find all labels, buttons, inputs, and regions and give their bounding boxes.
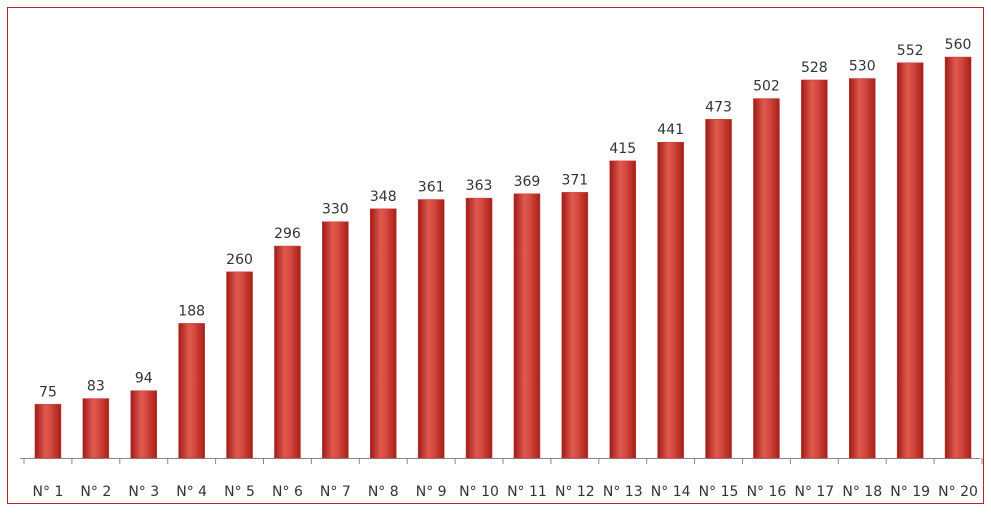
data-label: 260 <box>226 252 253 268</box>
bar <box>274 245 301 459</box>
bar <box>226 271 253 459</box>
bar <box>753 98 780 459</box>
x-tick-label: N° 13 <box>603 484 643 500</box>
bar <box>657 141 684 459</box>
x-tick-label: N° 16 <box>747 484 787 500</box>
x-tick-label: N° 20 <box>938 484 978 500</box>
data-label: 369 <box>514 174 541 190</box>
data-label: 371 <box>561 172 588 188</box>
x-tick-label: N° 14 <box>651 484 691 500</box>
bar <box>609 160 636 459</box>
bar <box>705 119 732 459</box>
chart-border <box>7 7 984 504</box>
bar <box>82 398 110 459</box>
x-tick-label: N° 8 <box>368 484 399 500</box>
x-tick-label: N° 7 <box>320 484 351 500</box>
bar <box>801 79 828 459</box>
data-label: 296 <box>274 226 301 242</box>
x-tick-label: N° 11 <box>507 484 547 500</box>
bar <box>849 78 876 459</box>
data-label: 415 <box>609 141 636 157</box>
data-label: 560 <box>945 37 972 53</box>
x-tick-label: N° 1 <box>33 484 64 500</box>
data-label: 363 <box>466 178 493 194</box>
data-label: 94 <box>135 371 153 387</box>
data-label: 75 <box>39 384 57 400</box>
data-label: 502 <box>753 79 780 95</box>
bar <box>34 404 62 459</box>
data-label: 441 <box>657 122 684 138</box>
x-tick-label: N° 5 <box>224 484 255 500</box>
x-tick-label: N° 19 <box>890 484 930 500</box>
bar <box>561 192 589 459</box>
data-label: 528 <box>801 60 828 76</box>
x-tick-label: N° 17 <box>794 484 834 500</box>
bar <box>130 390 157 459</box>
bar <box>896 62 924 459</box>
bar <box>417 199 445 459</box>
data-label: 361 <box>418 180 445 196</box>
data-label: 552 <box>897 43 924 59</box>
bar <box>322 221 349 459</box>
data-label: 530 <box>849 59 876 75</box>
bar <box>465 197 493 459</box>
x-tick-label: N° 2 <box>80 484 111 500</box>
x-tick-label: N° 6 <box>272 484 303 500</box>
x-tick-label: N° 18 <box>842 484 882 500</box>
x-tick-label: N° 10 <box>459 484 499 500</box>
bar <box>944 56 972 459</box>
x-tick-label: N° 12 <box>555 484 595 500</box>
bar <box>178 323 205 459</box>
x-tick-label: N° 9 <box>416 484 447 500</box>
data-label: 473 <box>705 99 732 115</box>
data-label: 330 <box>322 202 349 218</box>
data-label: 188 <box>178 303 205 319</box>
bar <box>513 193 541 459</box>
x-tick-label: N° 3 <box>128 484 159 500</box>
bar <box>370 208 397 459</box>
data-label: 83 <box>87 379 105 395</box>
x-tick-label: N° 15 <box>699 484 739 500</box>
x-tick-label: N° 4 <box>176 484 207 500</box>
data-label: 348 <box>370 189 397 205</box>
